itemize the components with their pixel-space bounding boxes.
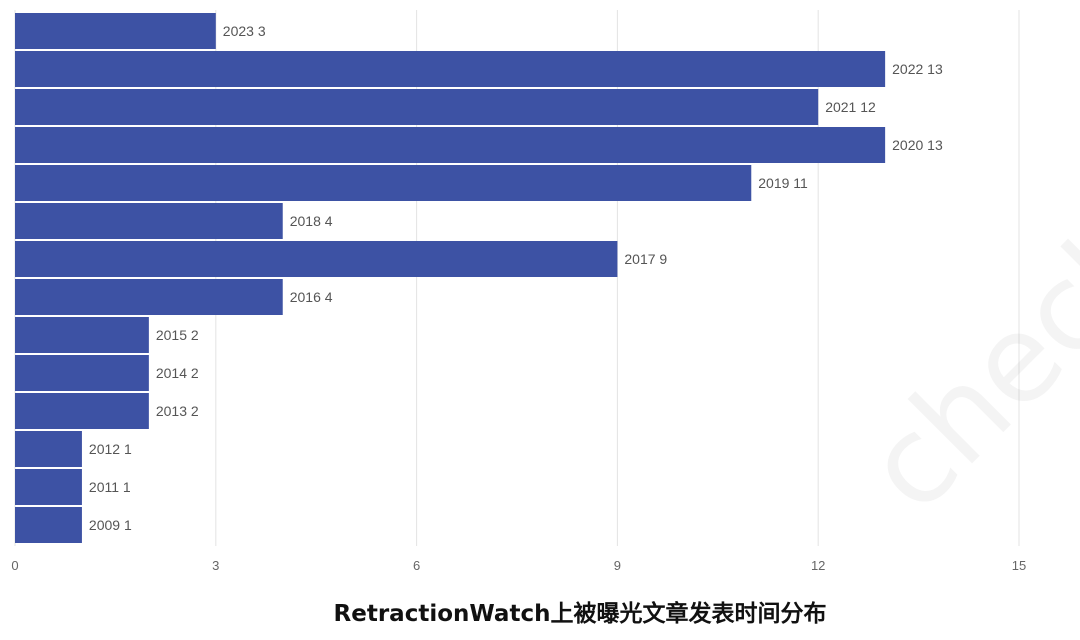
bar-chart: 2023 3 2022 13 2021 12 2020 13 2019 11 2018 4… xyxy=(11,10,1026,573)
data-label-2017: 2017 9 xyxy=(624,251,667,267)
x-tick-label-0: 0 xyxy=(11,558,18,573)
x-tick-label-9: 9 xyxy=(614,558,621,573)
data-label-2018: 2018 4 xyxy=(290,213,333,229)
bar-2015 xyxy=(15,317,149,353)
data-label-2015: 2015 2 xyxy=(156,327,199,343)
bar-2017 xyxy=(15,241,618,277)
data-label-2022: 2022 13 xyxy=(892,61,943,77)
bar-2018 xyxy=(15,203,283,239)
bar-2020 xyxy=(15,127,886,163)
bar-2009 xyxy=(15,507,82,543)
bar-2016 xyxy=(15,279,283,315)
data-label-2012: 2012 1 xyxy=(89,441,132,457)
x-tick-label-15: 15 xyxy=(1012,558,1026,573)
data-label-2019: 2019 11 xyxy=(758,175,808,191)
data-label-2016: 2016 4 xyxy=(290,289,333,305)
data-label-2020: 2020 13 xyxy=(892,137,943,153)
bar-2013 xyxy=(15,393,149,429)
x-tick-label-12: 12 xyxy=(811,558,825,573)
bar-2012 xyxy=(15,431,82,467)
bar-2019 xyxy=(15,165,752,201)
chart-title: RetractionWatch上被曝光文章发表时间分布 xyxy=(333,601,827,627)
bar-2022 xyxy=(15,51,886,87)
bar-2011 xyxy=(15,469,82,505)
bar-2023 xyxy=(15,13,216,49)
data-label-2009: 2009 1 xyxy=(89,517,132,533)
data-label-2023: 2023 3 xyxy=(223,23,266,39)
data-label-2011: 2011 1 xyxy=(89,479,131,495)
bar-2014 xyxy=(15,355,149,391)
x-tick-label-6: 6 xyxy=(413,558,420,573)
data-label-2021: 2021 12 xyxy=(825,99,876,115)
data-label-2014: 2014 2 xyxy=(156,365,199,381)
bar-2021 xyxy=(15,89,819,125)
x-tick-label-3: 3 xyxy=(212,558,219,573)
data-label-2013: 2013 2 xyxy=(156,403,199,419)
